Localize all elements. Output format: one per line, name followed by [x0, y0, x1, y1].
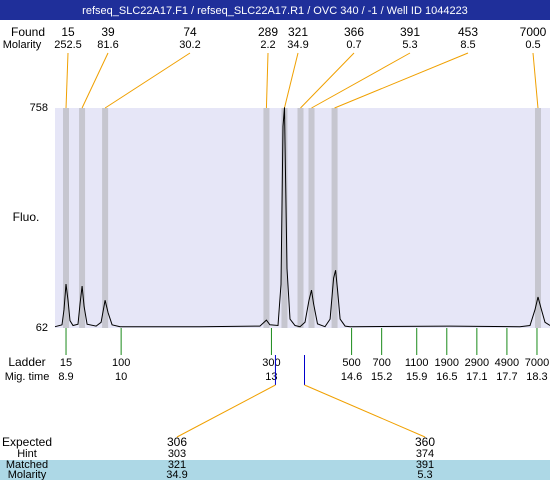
found-size: 15 [61, 25, 75, 39]
ladder-label: Ladder [8, 355, 45, 369]
ladder-size: 500 [342, 357, 360, 369]
found-molarity: 30.2 [179, 39, 200, 51]
ladder-size: 4900 [495, 357, 519, 369]
peak-connector [104, 52, 191, 109]
ladder-mig-time: 17.1 [466, 371, 487, 383]
peak-band [263, 108, 270, 328]
found-molarity: 2.2 [260, 39, 275, 51]
peak-connector [283, 52, 299, 109]
ladder-mig-time: 8.9 [58, 371, 73, 383]
peak-connector [81, 52, 109, 109]
hint-label: Hint [17, 448, 37, 460]
ladder-size: 15 [60, 357, 72, 369]
ladder-mig-time: 16.5 [436, 371, 457, 383]
peak-band [281, 108, 288, 328]
molarity-label: Molarity [3, 39, 42, 51]
peak-band [63, 108, 70, 328]
ladder-mig-time: 10 [115, 371, 127, 383]
found-molarity: 34.9 [287, 39, 308, 51]
peak-connector [311, 52, 411, 109]
title-bar [0, 0, 550, 20]
peak-connector [65, 52, 69, 109]
ladder-mig-time: 18.3 [526, 371, 547, 383]
trace [54, 107, 550, 328]
peak-connector [265, 52, 269, 109]
mig-time-label: Mig. time [5, 371, 50, 383]
peak-connector [300, 52, 355, 109]
found-molarity: 0.7 [346, 39, 361, 51]
ladder-size: 100 [112, 357, 130, 369]
found-molarity: 81.6 [97, 39, 118, 51]
found-size: 74 [183, 25, 197, 39]
ladder-size: 700 [372, 357, 390, 369]
found-size: 391 [400, 25, 420, 39]
y-tick-label: 62 [36, 322, 48, 334]
peak-band [534, 108, 541, 328]
expected-size: 360 [415, 435, 435, 449]
found-size: 453 [458, 25, 478, 39]
found-size: 321 [288, 25, 308, 39]
ladder-size: 1900 [435, 357, 459, 369]
peak-band [331, 108, 338, 328]
found-molarity: 8.5 [460, 39, 475, 51]
ladder-mig-time: 15.2 [371, 371, 392, 383]
hint-size: 303 [168, 448, 186, 460]
y-tick-label: 758 [30, 102, 48, 114]
peak-band [79, 108, 86, 328]
expected-size: 306 [167, 435, 187, 449]
hint-size: 374 [416, 448, 434, 460]
expected-label: Expected [2, 435, 52, 449]
molarity-label: Molarity [8, 469, 47, 480]
matched-label: Matched [6, 459, 48, 471]
peak-band [308, 108, 315, 328]
found-molarity: 0.5 [525, 39, 540, 51]
matched-band [0, 460, 550, 480]
peak-connector [334, 52, 469, 109]
ladder-mig-time: 17.7 [496, 371, 517, 383]
found-size: 289 [258, 25, 278, 39]
ladder-size: 2900 [465, 357, 489, 369]
ladder-mig-time: 14.6 [341, 371, 362, 383]
found-label: Found [11, 25, 45, 39]
y-axis-label: Fluo. [13, 210, 40, 224]
found-size: 39 [101, 25, 115, 39]
ladder-size: 7000 [525, 357, 549, 369]
matched-molarity: 34.9 [166, 469, 187, 480]
peak-connector [532, 52, 539, 109]
found-size: 366 [344, 25, 364, 39]
ladder-size: 1100 [405, 357, 429, 369]
ladder-mig-time: 15.9 [406, 371, 427, 383]
found-molarity: 252.5 [54, 39, 82, 51]
expected-connector [304, 384, 426, 438]
peak-band [102, 108, 109, 328]
ladder-size: 300 [262, 357, 280, 369]
matched-size: 391 [416, 459, 434, 471]
matched-size: 321 [168, 459, 186, 471]
expected-connector [176, 384, 276, 438]
found-molarity: 5.3 [402, 39, 417, 51]
peak-band [297, 108, 304, 328]
found-size: 7000 [520, 25, 547, 39]
title: refseq_SLC22A17.F1 / refseq_SLC22A17.R1 … [82, 5, 468, 17]
matched-molarity: 5.3 [417, 469, 432, 480]
ladder-mig-time: 13 [265, 371, 277, 383]
